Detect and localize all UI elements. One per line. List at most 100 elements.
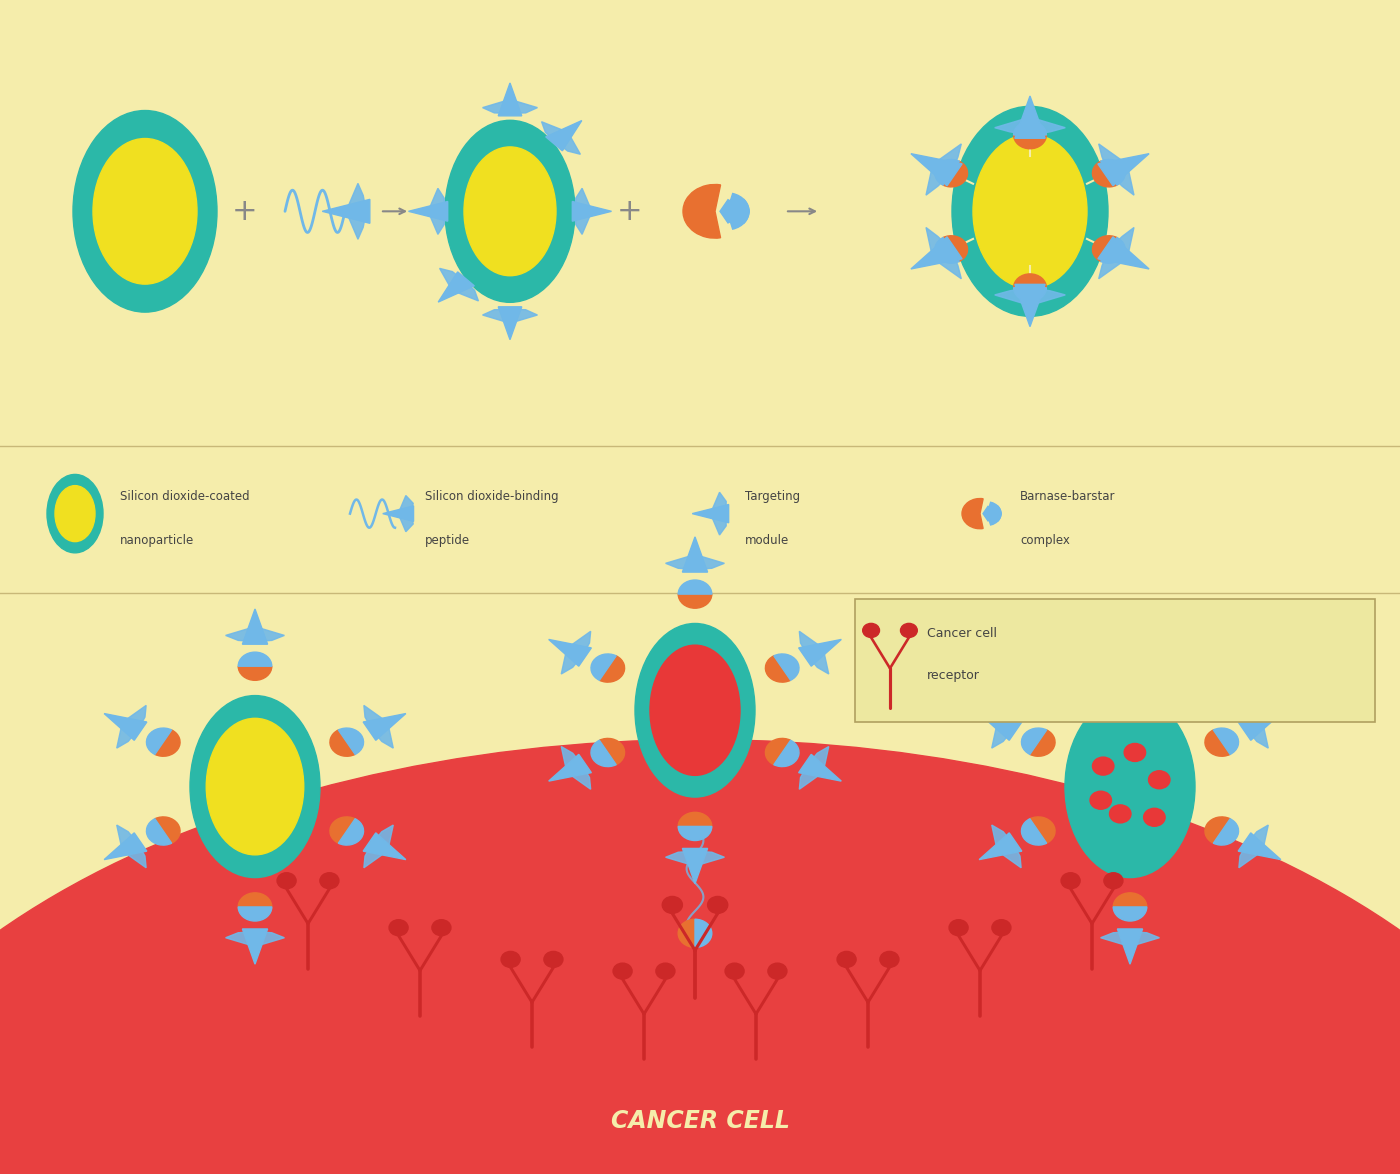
Wedge shape <box>330 817 356 843</box>
Wedge shape <box>339 818 364 845</box>
Polygon shape <box>979 832 1022 859</box>
Wedge shape <box>1014 288 1046 302</box>
Polygon shape <box>364 706 388 730</box>
Polygon shape <box>122 843 146 868</box>
Text: +: + <box>617 197 643 225</box>
Wedge shape <box>147 728 172 755</box>
Polygon shape <box>1109 164 1134 195</box>
Polygon shape <box>438 272 475 302</box>
Wedge shape <box>987 502 1001 514</box>
Circle shape <box>879 951 899 967</box>
Polygon shape <box>346 183 367 211</box>
Polygon shape <box>364 843 388 868</box>
Wedge shape <box>1092 161 1117 187</box>
Polygon shape <box>1098 154 1149 185</box>
Circle shape <box>431 919 451 936</box>
Circle shape <box>389 919 409 936</box>
Wedge shape <box>987 513 1001 525</box>
Polygon shape <box>104 714 147 741</box>
Polygon shape <box>242 929 267 964</box>
Polygon shape <box>1239 706 1263 730</box>
Polygon shape <box>575 211 592 235</box>
Wedge shape <box>727 194 749 212</box>
Polygon shape <box>997 843 1021 868</box>
Wedge shape <box>720 200 736 223</box>
Wedge shape <box>727 200 749 223</box>
Polygon shape <box>1100 627 1130 641</box>
Wedge shape <box>155 730 181 756</box>
Wedge shape <box>1100 160 1126 185</box>
Text: receptor: receptor <box>927 668 980 682</box>
Wedge shape <box>238 908 272 922</box>
Wedge shape <box>987 506 1001 521</box>
Ellipse shape <box>48 474 104 553</box>
Polygon shape <box>549 755 591 781</box>
Wedge shape <box>330 730 356 756</box>
Polygon shape <box>346 211 367 239</box>
Wedge shape <box>1100 237 1126 263</box>
Polygon shape <box>1100 932 1130 946</box>
Polygon shape <box>122 706 146 730</box>
Circle shape <box>837 951 857 967</box>
Polygon shape <box>932 144 962 174</box>
Polygon shape <box>398 514 413 532</box>
FancyBboxPatch shape <box>855 599 1375 722</box>
Circle shape <box>991 919 1011 936</box>
Wedge shape <box>591 654 616 680</box>
Wedge shape <box>678 580 711 594</box>
Circle shape <box>1092 757 1114 775</box>
Polygon shape <box>546 121 582 150</box>
Wedge shape <box>238 893 272 908</box>
Polygon shape <box>979 714 1022 741</box>
Circle shape <box>949 919 967 936</box>
Text: Silicon dioxide-binding: Silicon dioxide-binding <box>426 490 559 502</box>
Polygon shape <box>561 747 582 772</box>
Wedge shape <box>591 741 616 767</box>
Polygon shape <box>665 851 694 866</box>
Circle shape <box>321 872 339 889</box>
Wedge shape <box>155 817 181 843</box>
Polygon shape <box>225 932 255 946</box>
Polygon shape <box>1109 228 1134 258</box>
Wedge shape <box>339 728 364 755</box>
Wedge shape <box>599 738 624 764</box>
Polygon shape <box>1239 843 1263 868</box>
Polygon shape <box>1238 832 1281 859</box>
Polygon shape <box>363 714 406 741</box>
Polygon shape <box>932 249 962 278</box>
Polygon shape <box>995 288 1030 305</box>
Polygon shape <box>549 640 591 666</box>
Polygon shape <box>1015 96 1046 139</box>
Ellipse shape <box>952 107 1107 316</box>
Polygon shape <box>925 228 951 258</box>
Circle shape <box>277 872 295 889</box>
Wedge shape <box>1030 817 1056 843</box>
Wedge shape <box>944 161 967 187</box>
Polygon shape <box>798 755 841 781</box>
Ellipse shape <box>190 695 321 878</box>
Wedge shape <box>678 919 694 947</box>
Polygon shape <box>382 506 413 521</box>
Wedge shape <box>1092 236 1117 262</box>
Text: CANCER CELL: CANCER CELL <box>610 1109 790 1133</box>
Polygon shape <box>409 202 448 221</box>
Wedge shape <box>1022 818 1047 845</box>
Circle shape <box>707 897 728 913</box>
Text: module: module <box>745 534 790 547</box>
Polygon shape <box>510 309 538 323</box>
Polygon shape <box>225 627 255 641</box>
Polygon shape <box>710 514 727 535</box>
Polygon shape <box>911 237 962 269</box>
Text: complex: complex <box>1021 534 1070 547</box>
Circle shape <box>900 623 917 637</box>
Circle shape <box>769 963 787 979</box>
Polygon shape <box>1247 825 1268 851</box>
Wedge shape <box>727 210 749 229</box>
Circle shape <box>662 897 682 913</box>
Circle shape <box>1105 872 1123 889</box>
Polygon shape <box>104 832 147 859</box>
Polygon shape <box>1030 117 1065 135</box>
Text: Silicon dioxide-coated: Silicon dioxide-coated <box>120 490 249 502</box>
Polygon shape <box>372 825 393 851</box>
Wedge shape <box>935 237 959 263</box>
